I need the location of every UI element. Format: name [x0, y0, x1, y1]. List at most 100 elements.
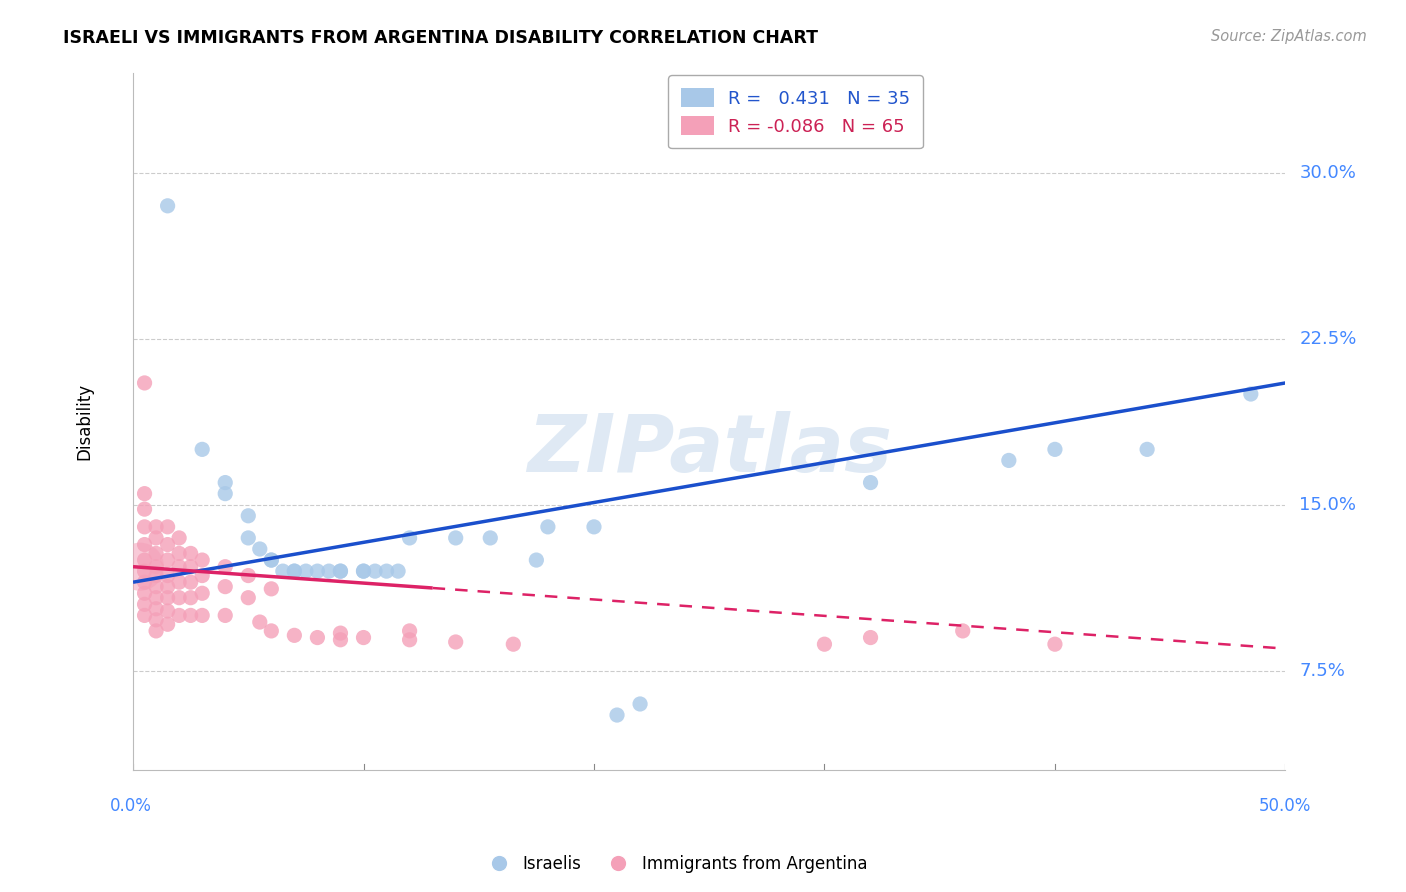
Point [134, 376, 156, 390]
Point [214, 486, 236, 500]
Point [318, 564, 340, 578]
Text: ZIPatlas: ZIPatlas [527, 410, 891, 489]
Point [260, 624, 283, 638]
Point [582, 520, 605, 534]
Point [260, 582, 283, 596]
Point [307, 564, 329, 578]
Point [628, 697, 651, 711]
Point [214, 580, 236, 594]
Point [398, 632, 420, 647]
Point [524, 553, 547, 567]
Point [952, 624, 974, 638]
Point [283, 628, 305, 642]
Point [180, 575, 202, 590]
Point [134, 564, 156, 578]
Point [238, 591, 260, 605]
Point [283, 564, 305, 578]
Point [134, 502, 156, 516]
Point [353, 631, 375, 645]
Point [260, 553, 283, 567]
Point [156, 199, 179, 213]
Point [238, 531, 260, 545]
Point [156, 604, 179, 618]
Text: 50.0%: 50.0% [1260, 797, 1312, 815]
Point [329, 626, 352, 640]
Point [353, 564, 375, 578]
Point [145, 568, 167, 582]
Point [191, 608, 214, 623]
Point [156, 580, 179, 594]
Point [537, 520, 560, 534]
Point [145, 520, 167, 534]
Point [180, 559, 202, 574]
Point [167, 575, 190, 590]
Point [1240, 387, 1263, 401]
Point [180, 546, 202, 560]
Point [238, 568, 260, 582]
Point [134, 598, 156, 612]
Point [813, 637, 835, 651]
Point [180, 591, 202, 605]
Point [156, 568, 179, 582]
Text: Source: ZipAtlas.com: Source: ZipAtlas.com [1211, 29, 1367, 44]
Point [329, 564, 352, 578]
Text: 22.5%: 22.5% [1299, 330, 1357, 348]
Point [479, 531, 502, 545]
Point [145, 591, 167, 605]
Point [191, 568, 214, 582]
Point [387, 564, 409, 578]
Point [214, 608, 236, 623]
Point [283, 564, 305, 578]
Point [145, 580, 167, 594]
Point [1136, 442, 1159, 457]
Legend: R =   0.431   N = 35, R = -0.086   N = 65: R = 0.431 N = 35, R = -0.086 N = 65 [668, 75, 922, 148]
Point [134, 520, 156, 534]
Point [191, 553, 214, 567]
Point [167, 546, 190, 560]
Point [156, 553, 179, 567]
Point [191, 442, 214, 457]
Point [145, 559, 167, 574]
Text: 7.5%: 7.5% [1299, 662, 1346, 680]
Point [156, 520, 179, 534]
Point [1043, 637, 1066, 651]
Text: 15.0%: 15.0% [1299, 496, 1357, 514]
Point [329, 564, 352, 578]
Point [214, 475, 236, 490]
Point [156, 537, 179, 551]
Point [364, 564, 387, 578]
Point [444, 635, 467, 649]
Point [444, 531, 467, 545]
Point [134, 537, 156, 551]
Point [398, 531, 420, 545]
Point [859, 475, 882, 490]
Point [191, 586, 214, 600]
Point [295, 564, 318, 578]
Point [238, 508, 260, 523]
Point [167, 531, 190, 545]
Point [307, 631, 329, 645]
Point [180, 608, 202, 623]
Text: ISRAELI VS IMMIGRANTS FROM ARGENTINA DISABILITY CORRELATION CHART: ISRAELI VS IMMIGRANTS FROM ARGENTINA DIS… [63, 29, 818, 46]
Point [134, 486, 156, 500]
Point [134, 553, 156, 567]
Point [606, 708, 628, 723]
Point [214, 559, 236, 574]
Text: 30.0%: 30.0% [1299, 163, 1357, 182]
Point [134, 608, 156, 623]
Point [271, 564, 294, 578]
Point [859, 631, 882, 645]
Point [375, 564, 398, 578]
Point [260, 553, 283, 567]
Point [167, 608, 190, 623]
Point [353, 564, 375, 578]
Point [145, 601, 167, 615]
Text: 0.0%: 0.0% [110, 797, 152, 815]
Point [129, 559, 152, 574]
Point [134, 586, 156, 600]
Point [1043, 442, 1066, 457]
Point [502, 637, 524, 651]
Text: Disability: Disability [76, 384, 94, 460]
Point [156, 591, 179, 605]
Point [134, 575, 156, 590]
